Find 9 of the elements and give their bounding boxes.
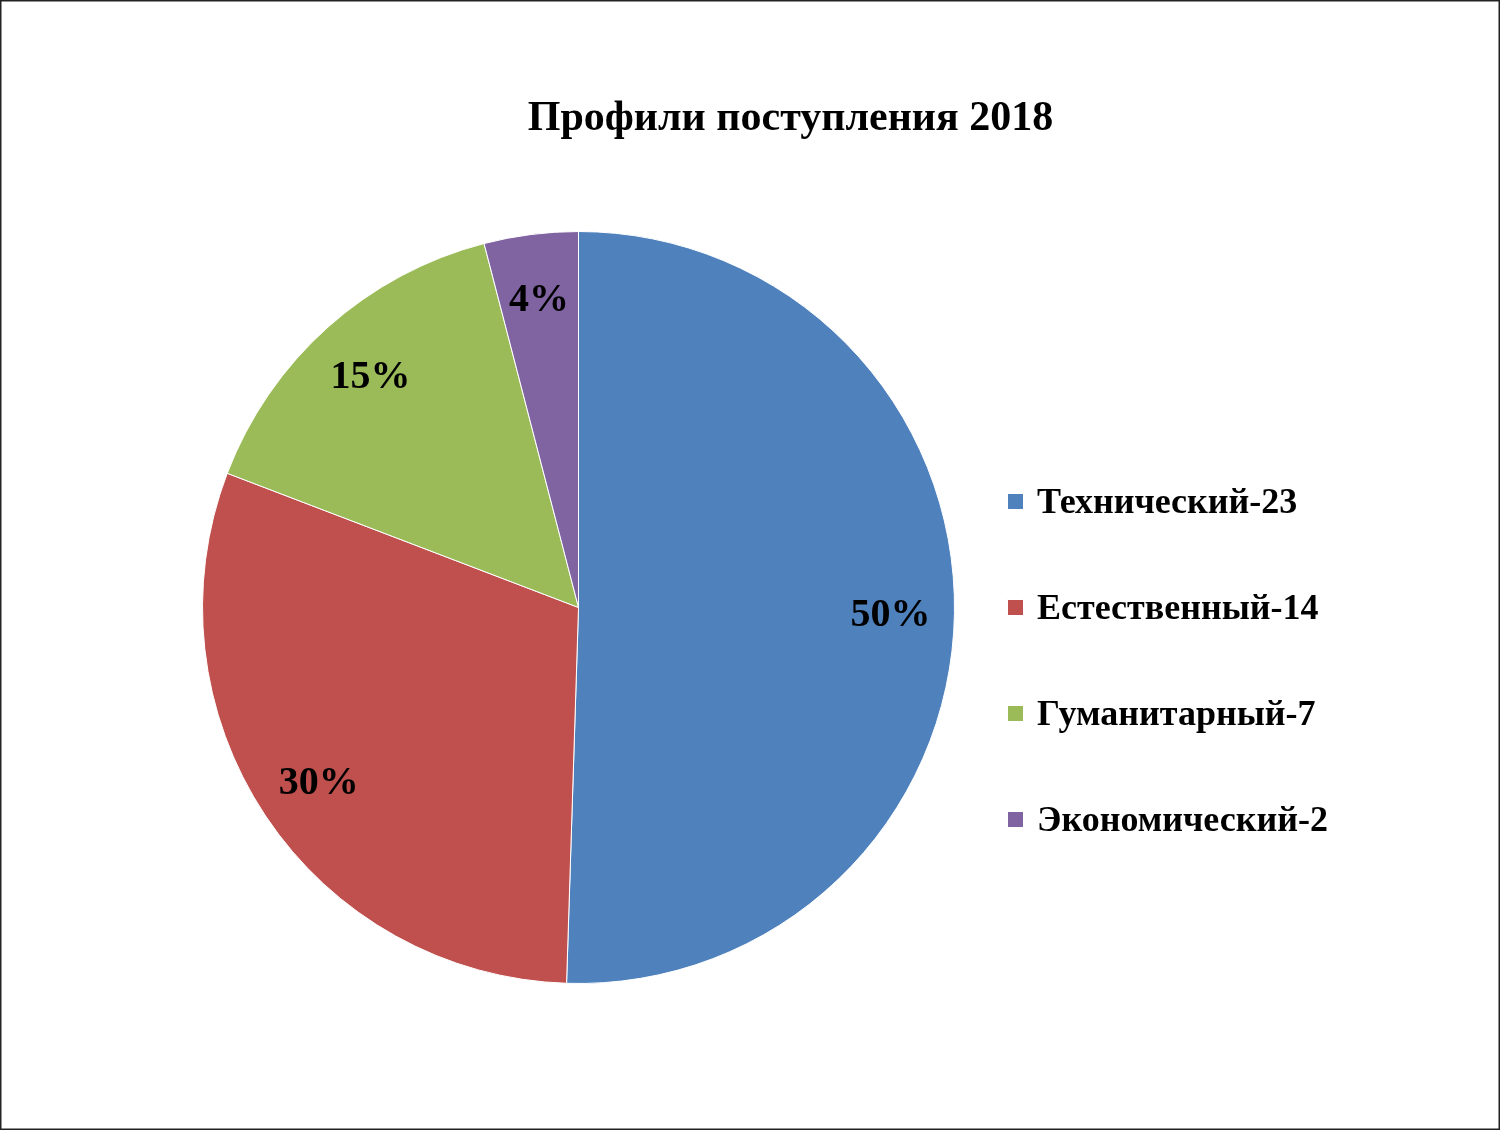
data-label: 50% (850, 589, 931, 635)
legend-label: Гуманитарный-7 (1037, 692, 1316, 734)
legend-label: Экономический-2 (1037, 798, 1328, 840)
legend-label: Естественный-14 (1037, 586, 1319, 628)
data-label: 15% (330, 352, 411, 398)
data-label: 30% (278, 757, 359, 803)
legend-label: Технический-23 (1037, 480, 1298, 522)
data-label: 4% (508, 275, 569, 321)
chart-title: Профили поступления 2018 (527, 92, 1054, 139)
